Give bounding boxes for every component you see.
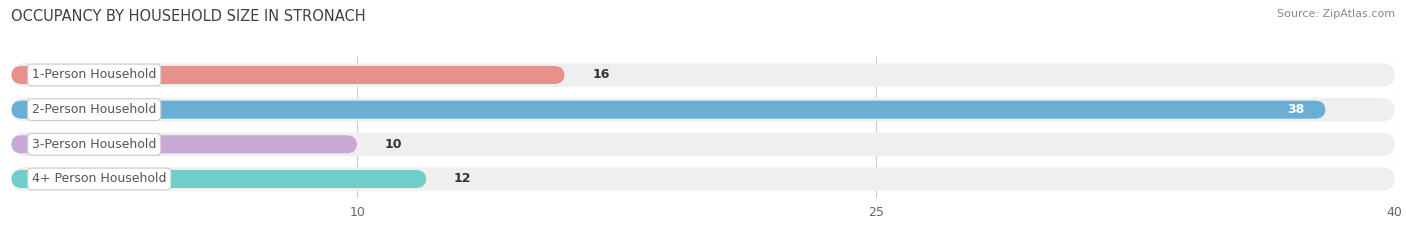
Text: 16: 16 [592, 69, 610, 82]
Text: OCCUPANCY BY HOUSEHOLD SIZE IN STRONACH: OCCUPANCY BY HOUSEHOLD SIZE IN STRONACH [11, 9, 366, 24]
Text: Source: ZipAtlas.com: Source: ZipAtlas.com [1277, 9, 1395, 19]
FancyBboxPatch shape [11, 66, 565, 84]
Text: 10: 10 [385, 138, 402, 151]
Text: 4+ Person Household: 4+ Person Household [32, 172, 166, 185]
FancyBboxPatch shape [11, 63, 1395, 87]
Text: 38: 38 [1288, 103, 1305, 116]
FancyBboxPatch shape [11, 170, 426, 188]
FancyBboxPatch shape [11, 133, 1395, 156]
FancyBboxPatch shape [11, 101, 1326, 119]
Text: 1-Person Household: 1-Person Household [32, 69, 156, 82]
FancyBboxPatch shape [11, 167, 1395, 191]
FancyBboxPatch shape [11, 135, 357, 153]
FancyBboxPatch shape [11, 98, 1395, 121]
Text: 12: 12 [454, 172, 471, 185]
Text: 3-Person Household: 3-Person Household [32, 138, 156, 151]
Text: 2-Person Household: 2-Person Household [32, 103, 156, 116]
